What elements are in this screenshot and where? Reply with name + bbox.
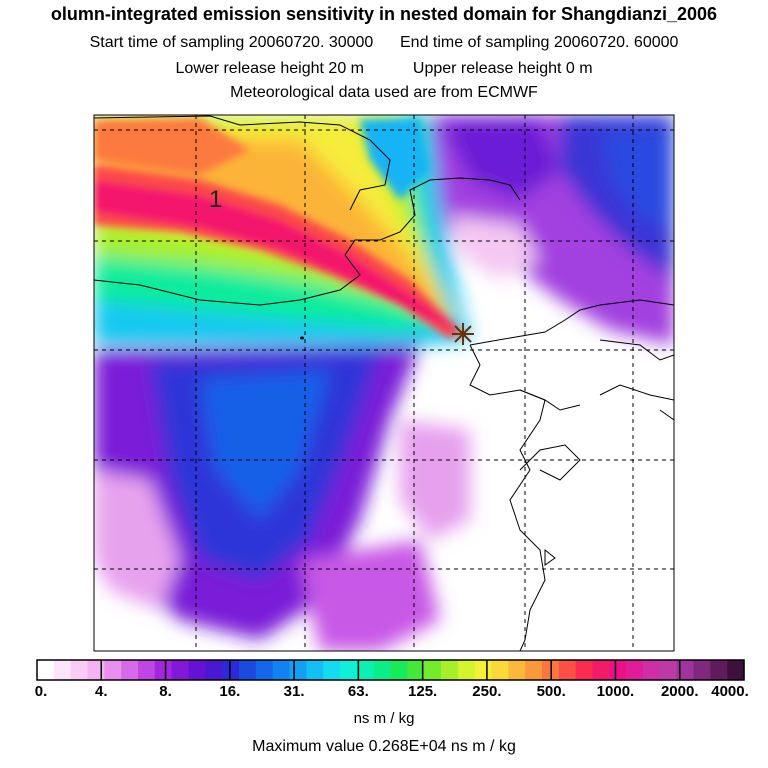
sampling-times: Start time of sampling 20060720. 30000 E…: [0, 34, 768, 52]
station-star-icon: [452, 323, 474, 345]
colorbar-cell: [70, 660, 89, 680]
colorbar-cell: [154, 660, 173, 680]
colorbar-cell: [727, 660, 745, 680]
colorbar-cell: [592, 660, 610, 680]
colorbar-tick-label: 125.: [408, 683, 438, 700]
colorbar-cell: [37, 660, 55, 680]
colorbar-cell: [222, 660, 240, 680]
colorbar-cell: [609, 660, 627, 680]
sensitivity-field: [94, 115, 674, 651]
colorbar-cell: [373, 660, 392, 680]
colorbar-tick-label: 8.: [159, 683, 172, 700]
colorbar-units: ns m / kg: [353, 710, 415, 727]
colorbar-cell: [104, 660, 122, 680]
colorbar-cell: [356, 660, 375, 680]
colorbar-cell: [441, 660, 459, 680]
map-frame: [93, 114, 675, 652]
colorbar-cell: [407, 660, 425, 680]
colorbar-cell: [508, 660, 526, 680]
contour-label: 1: [209, 186, 222, 213]
colorbar-cell: [491, 660, 509, 680]
colorbar-cell: [710, 660, 728, 680]
colorbar-cell: [340, 660, 358, 680]
graticule-lines: [94, 115, 674, 651]
colorbar-cell: [424, 660, 442, 680]
colorbar-cell: [693, 660, 711, 680]
colorbar-tick-label: 4.: [95, 683, 108, 700]
colorbar-tick-label: 500.: [536, 683, 566, 700]
start-time-label: Start time of sampling 20060720. 30000: [89, 34, 374, 51]
colorbar-cell: [138, 660, 156, 680]
island-dot: [300, 336, 304, 340]
colorbar-cell: [525, 660, 543, 680]
colorbar-cell: [205, 660, 223, 680]
colorbar-cell: [87, 660, 105, 680]
colorbar-cell: [255, 660, 274, 680]
colorbar-tick-label: 0.: [34, 683, 48, 700]
colorbar-tick-label: 4000.: [711, 683, 749, 700]
colorbar-cell: [575, 660, 594, 680]
met-data-label: Meteorological data used are from ECMWF: [230, 84, 538, 101]
colorbar-cell: [289, 660, 307, 680]
colorbar-tick-label: 16.: [219, 683, 241, 700]
colorbar-cell: [272, 660, 291, 680]
colorbar-tick-label: 250.: [472, 683, 502, 700]
release-heights: Lower release height 20 m Upper release …: [0, 60, 768, 78]
colorbar-tick-label: 63.: [347, 683, 369, 700]
colorbar-cell: [171, 660, 190, 680]
colorbar-cell: [626, 660, 644, 680]
maximum-value-label: Maximum value 0.268E+04 ns m / kg: [252, 738, 516, 755]
colorbar-cell: [188, 660, 206, 680]
map-title: olumn-integrated emission sensitivity in…: [50, 4, 718, 24]
colorbar-cell: [474, 660, 493, 680]
colorbar-cell: [53, 660, 72, 680]
colorbar-cell: [121, 660, 139, 680]
colorbar-cell: [239, 660, 257, 680]
colorbar-cell: [558, 660, 577, 680]
end-time-label: End time of sampling 20060720. 60000: [400, 34, 679, 51]
colorbar-tick-label: 31.: [283, 683, 305, 700]
colorbar-cell: [659, 660, 678, 680]
lower-release-height-label: Lower release height 20 m: [175, 60, 364, 77]
colorbar-cell: [390, 660, 408, 680]
upper-release-height-label: Upper release height 0 m: [412, 60, 593, 77]
colorbar-tick-label: 2000.: [660, 683, 699, 700]
colorbar-frame: [36, 659, 745, 681]
colorbar-cell: [676, 660, 695, 680]
colorbar-cell: [306, 660, 324, 680]
colorbar-cell: [323, 660, 341, 680]
colorbar-cell: [457, 660, 476, 680]
colorbar-cell: [643, 660, 661, 680]
colorbar-tick-label: 1000.: [596, 683, 635, 700]
